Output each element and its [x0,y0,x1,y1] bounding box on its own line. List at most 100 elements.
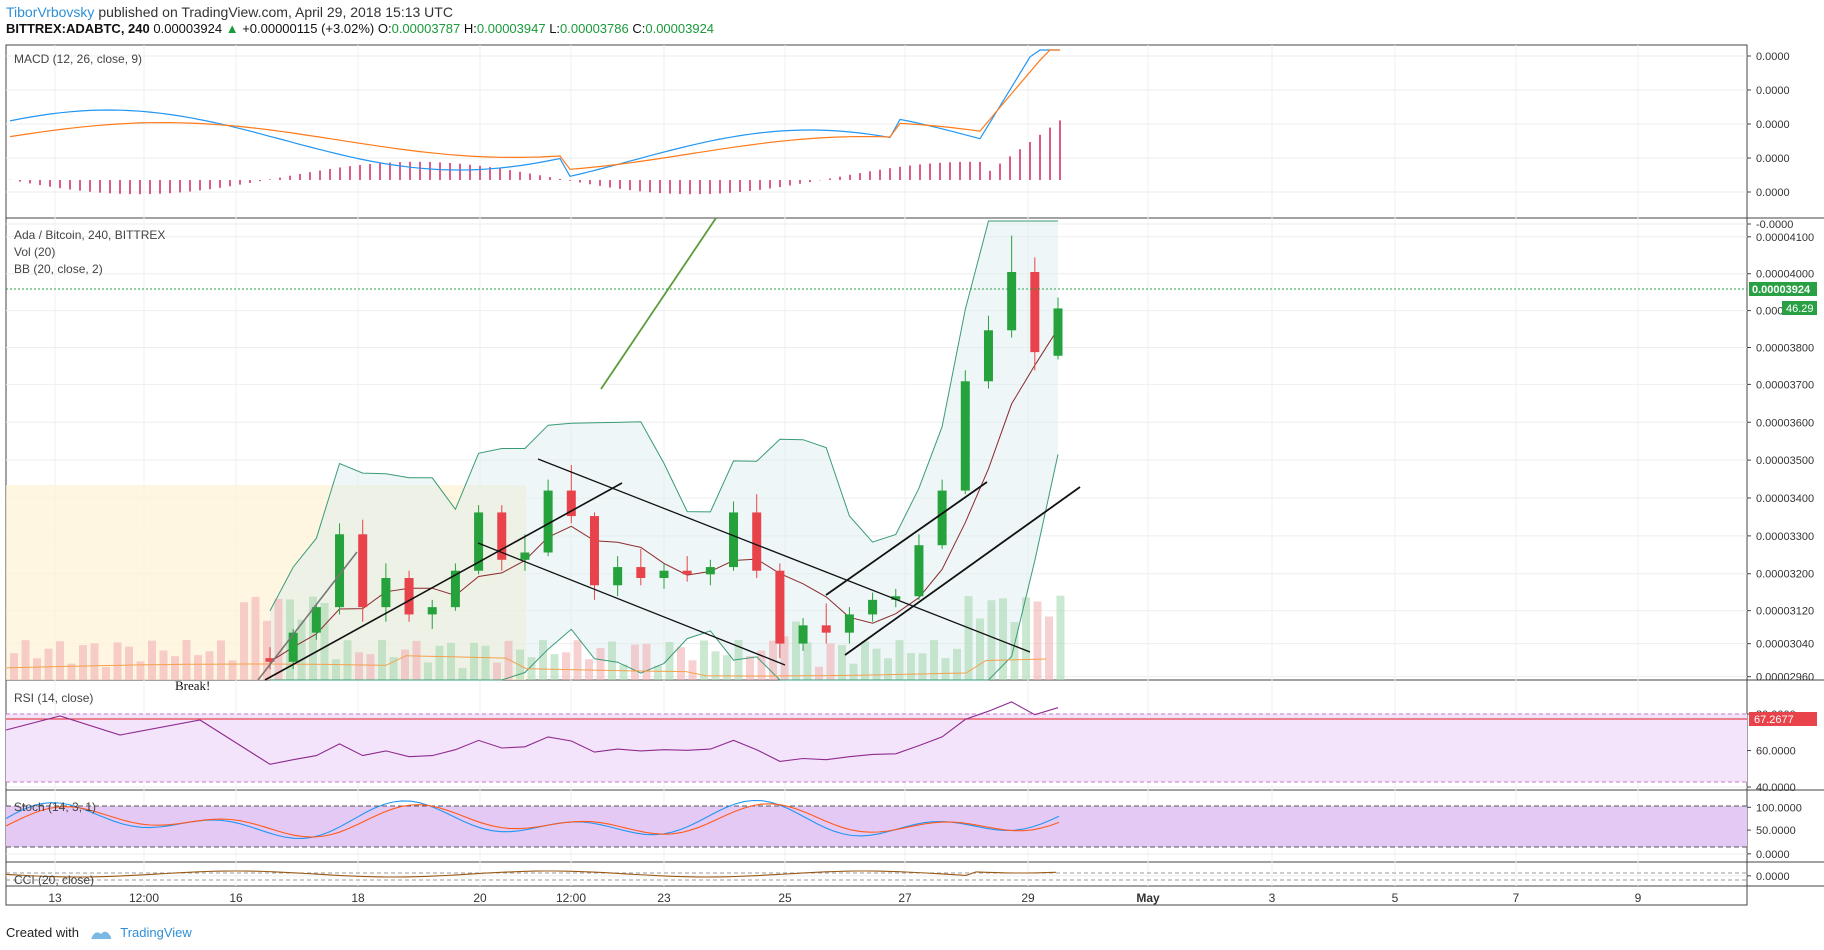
volume-bar [21,640,30,680]
author-link[interactable]: TiborVrbovsky [6,4,95,20]
volume-bar [665,641,674,680]
candle-up [705,567,715,575]
volume-bar [458,667,467,680]
price-tick-label: 0.00004100 [1756,232,1814,244]
volume-bar [378,640,386,680]
volume-bar [90,643,99,680]
time-axis-label: 18 [351,891,365,905]
time-axis-label: 20 [473,891,487,905]
volume-bar [573,640,582,680]
candle-down [265,658,275,662]
volume-bar [332,659,340,680]
macd-tick-label: 0.0000 [1756,153,1790,165]
volume-bar [125,646,133,680]
volume-bar [470,642,478,680]
volume-bar [424,662,432,680]
volume-bar [56,641,64,680]
rsi-tick-label: 60.0000 [1756,746,1796,758]
candle-up [891,596,901,600]
up-arrow-icon: ▲ [225,21,239,36]
candle-up [1007,272,1017,331]
candle-down [752,512,762,571]
price-axis: 0.00000.00000.00000.00000.0000-0.00000.0… [1747,51,1814,883]
volume-bar [792,621,800,680]
volume-bar [217,640,225,680]
bollinger-basis [269,328,1059,663]
trendline-breakout-2 [844,486,1081,656]
candle-up [613,567,623,586]
volume-bar [918,653,927,680]
price-tick-label: 0.00003300 [1756,531,1814,543]
volume-bar [205,651,214,680]
time-axis-label: 12:00 [129,891,159,905]
price-tick-label: 0.00003700 [1756,379,1814,391]
stoch-tick-label: 0.0000 [1756,849,1790,861]
volume-bar [930,640,938,680]
volume-bar [884,658,892,680]
volume-bar [297,619,306,680]
volume-bar [504,640,513,680]
cci-label: CCI (20, close) [14,873,94,887]
candle-up [659,570,669,578]
volume-bar [803,642,812,680]
last-price: 0.00003924 [153,21,223,36]
volume-bar [872,648,881,680]
volume-bar [711,651,720,680]
low-value: 0.00003786 [560,21,629,36]
bollinger-upper [269,220,1058,612]
volume-bar [849,663,858,680]
trendline-green [600,217,717,390]
volume-bar [746,656,754,680]
volume-bar [999,598,1007,680]
time-axis-label: 9 [1635,891,1642,905]
price-candles [265,235,1063,670]
volume-badge: 46.29 [1782,301,1817,315]
time-axis: 13 12:00 16 18 20 12:00 23 25 27 29 May 3 5 7 9 [48,891,1641,905]
macd-label: MACD (12, 26, close, 9) [14,52,142,66]
close-label: C: [632,21,646,36]
bollinger-band-fill [270,221,1058,680]
bb-label: BB (20, close, 2) [14,262,103,276]
candle-up [868,599,878,615]
stoch-tick-label: 100.0000 [1756,802,1802,814]
candle-up [543,490,553,553]
volume-bar [596,648,605,680]
stoch-d-line [5,803,1060,838]
price-tick-label: 0.00003120 [1756,606,1814,618]
candle-up [474,512,484,571]
volume-bar [757,650,766,680]
volume-bar [1010,622,1019,680]
volume-bar [493,662,501,680]
svg-text:67.2677: 67.2677 [1754,714,1794,726]
volume-bar [194,655,202,680]
break-annotation: Break! [175,678,210,693]
candle-up [427,607,437,615]
volume-bar [734,640,743,680]
bollinger-lower [270,454,1059,681]
trendline-support-1 [264,482,623,681]
pane-frames [5,44,1824,906]
candle-up [798,625,808,644]
macd-tick-label: -0.0000 [1756,219,1793,231]
candle-up [729,512,739,568]
volume-bar [688,660,697,680]
volume-bar [826,643,835,680]
candle-down [636,567,646,578]
volume-bar [182,640,191,680]
volume-bar [953,648,961,680]
volume-bar [435,645,444,680]
volume-bar [642,643,651,680]
rsi-label: RSI (14, close) [14,691,93,705]
volume-bar [780,636,789,680]
volume-bar [171,656,179,680]
svg-text:46.29: 46.29 [1786,303,1814,315]
rsi-tick-label: 40.0000 [1756,782,1796,794]
tradingview-link[interactable]: TradingView [120,925,192,940]
volume-bar [539,640,547,680]
price-tick-label: 0.00003200 [1756,569,1814,581]
volume-bar [33,658,41,680]
volume-bars [10,595,1065,680]
volume-bar [677,647,685,680]
price-tick-label: 0.00003500 [1756,455,1814,467]
